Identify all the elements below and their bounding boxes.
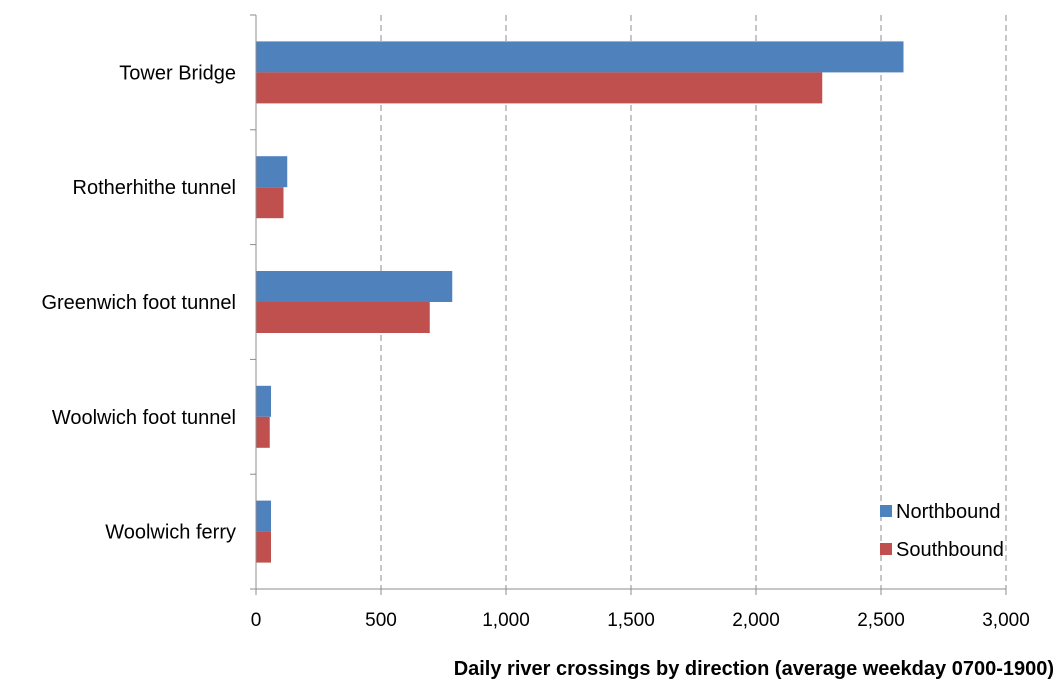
x-tick-label: 500 — [365, 610, 397, 631]
category-label: Woolwich foot tunnel — [52, 407, 236, 429]
category-label: Rotherhithe tunnel — [73, 177, 236, 199]
bar-northbound-rotherhithe-tunnel — [256, 156, 288, 188]
legend-label-southbound: Southbound — [896, 539, 1004, 561]
x-tick-label: 3,000 — [982, 610, 1030, 631]
legend: Northbound Southbound — [880, 501, 1004, 561]
category-label: Woolwich ferry — [105, 522, 236, 544]
x-tick-labels: 0 500 1,000 1,500 2,000 2,500 3,000 — [251, 610, 1030, 631]
bar-northbound-greenwich-foot-tunnel — [256, 271, 453, 302]
category-label: Tower Bridge — [119, 62, 236, 84]
bar-northbound-woolwich-foot-tunnel — [256, 385, 271, 417]
bar-northbound-tower-bridge — [256, 41, 904, 73]
x-axis-title: Daily river crossings by direction (aver… — [454, 658, 1054, 680]
bar-southbound-woolwich-ferry — [256, 531, 271, 563]
legend-swatch-southbound — [880, 543, 892, 555]
category-labels: Tower Bridge Rotherhithe tunnel Greenwich … — [41, 62, 236, 543]
x-tick-label: 0 — [251, 610, 262, 631]
bar-northbound-woolwich-ferry — [256, 500, 271, 532]
legend-swatch-northbound — [880, 505, 892, 517]
axes — [250, 14, 1007, 595]
legend-label-northbound: Northbound — [896, 501, 1001, 523]
bar-southbound-rotherhithe-tunnel — [256, 187, 284, 219]
x-tick-label: 1,000 — [482, 610, 530, 631]
bar-southbound-tower-bridge — [256, 72, 823, 104]
bar-southbound-greenwich-foot-tunnel — [256, 302, 430, 333]
x-tick-label: 2,500 — [857, 610, 905, 631]
bar-southbound-woolwich-foot-tunnel — [256, 416, 270, 448]
gridlines — [380, 15, 1007, 589]
category-label: Greenwich foot tunnel — [41, 292, 236, 314]
x-tick-label: 2,000 — [732, 610, 780, 631]
x-tick-label: 1,500 — [607, 610, 655, 631]
bars — [256, 41, 904, 563]
